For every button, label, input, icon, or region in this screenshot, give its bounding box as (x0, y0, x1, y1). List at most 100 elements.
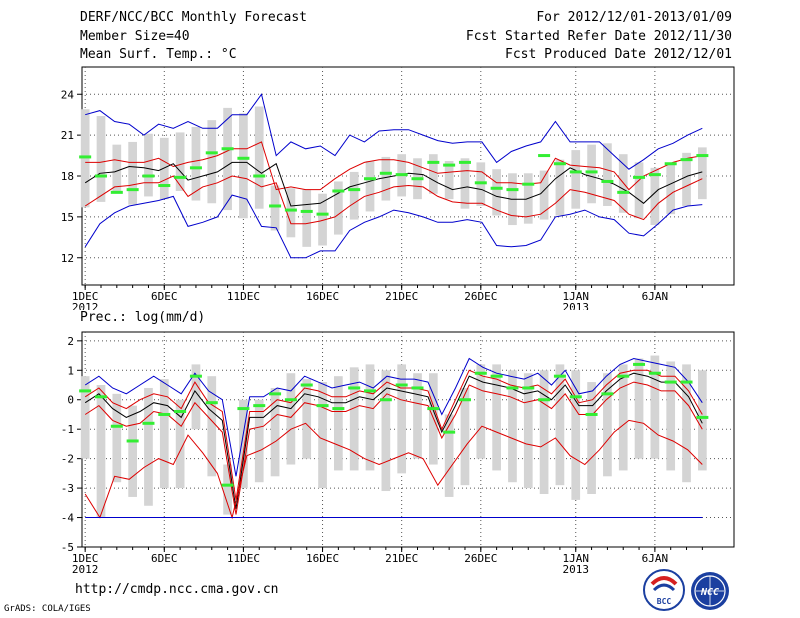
prec-box (571, 370, 581, 500)
temp-box (254, 106, 264, 209)
temp-observed (79, 155, 92, 159)
temp-observed (142, 174, 155, 178)
prec-observed (490, 374, 503, 378)
temp-box (191, 126, 201, 201)
prec-box (492, 364, 501, 471)
prec-xtick-label: 6DEC (151, 552, 178, 565)
temp-series-min (84, 194, 703, 259)
temp-box (286, 188, 296, 238)
temp-observed (269, 204, 282, 208)
temp-box (334, 181, 343, 235)
prec-series-upper (84, 369, 703, 500)
forecast-produced: Fcst Produced Date 2012/12/01 (505, 47, 732, 62)
temp-box (270, 185, 280, 231)
temp-box (492, 169, 501, 216)
temp-xtick-year: 2013 (562, 301, 589, 310)
temp-observed (664, 162, 677, 166)
temp-box (239, 113, 248, 219)
prec-xtick-label: 26DEC (464, 552, 497, 565)
prec-observed (411, 386, 424, 390)
prec-xtick-year: 2012 (72, 563, 99, 576)
prec-observed (474, 371, 487, 375)
temp-box (175, 132, 185, 191)
temp-observed (221, 147, 234, 151)
prec-box (318, 382, 327, 489)
temp-box (539, 170, 549, 220)
temp-box (666, 163, 676, 215)
temp-observed (474, 181, 487, 185)
prec-xtick-label: 11DEC (227, 552, 260, 565)
temp-xtick-label: 1DEC (72, 290, 99, 303)
prec-box (96, 385, 106, 518)
prec-box (508, 370, 517, 483)
temp-xtick-label: 21DEC (385, 290, 418, 303)
prec-xtick-label: 16DEC (306, 552, 339, 565)
temp-box (428, 154, 438, 194)
prec-observed (221, 483, 234, 487)
temp-series-lower (84, 175, 703, 225)
prec-observed (538, 398, 551, 402)
temp-ytick-label: 15 (61, 211, 74, 224)
temp-box (555, 159, 565, 216)
prec-observed (443, 430, 456, 434)
prec-observed (348, 386, 361, 390)
prec-observed (79, 389, 92, 393)
temp-observed (364, 177, 377, 181)
temp-box (634, 162, 644, 219)
temp-box (365, 161, 375, 212)
prec-box (682, 364, 691, 483)
temp-ytick-label: 12 (61, 252, 74, 265)
prec-xtick-label: 1JAN (562, 552, 589, 565)
source-url[interactable]: http://cmdp.ncc.cma.gov.cn (75, 582, 279, 597)
prec-series-max (84, 357, 703, 477)
prec-box (666, 361, 676, 471)
temp-observed (284, 208, 297, 212)
prec-box (159, 379, 169, 489)
prec-observed (284, 398, 297, 402)
grads-credit: GrADS: COLA/IGES (4, 604, 91, 614)
temp-series-upper (85, 141, 703, 191)
prec-box (334, 376, 343, 471)
prec-box (650, 355, 660, 459)
precip-label: Prec.: log(mm/d) (80, 310, 206, 325)
prec-box (587, 382, 596, 494)
bcc-logo: BCC (643, 569, 685, 611)
prec-observed (332, 407, 345, 411)
prec-box (349, 367, 359, 471)
temp-observed (332, 189, 345, 193)
prec-box (191, 364, 201, 430)
temp-observed (411, 177, 424, 181)
temp-xtick-label: 26DEC (464, 290, 497, 303)
temp-observed (110, 190, 123, 194)
temp-observed (617, 190, 630, 194)
prec-box (302, 379, 312, 459)
temp-box (349, 171, 359, 220)
prec-box (175, 399, 185, 489)
prec-box (444, 414, 454, 497)
prec-box (144, 387, 153, 506)
temp-observed (158, 184, 171, 188)
temp-observed (427, 160, 440, 164)
prec-box (397, 364, 407, 474)
bcc-logo-text: BCC (657, 597, 672, 606)
temp-series-max (85, 93, 703, 170)
temp-observed (490, 186, 503, 190)
prec-xtick-label: 21DEC (385, 552, 418, 565)
temp-observed (443, 163, 456, 167)
temp-observed (633, 175, 646, 179)
prec-box (112, 393, 122, 483)
prec-observed (237, 407, 250, 411)
prec-observed (253, 404, 266, 408)
prec-ytick-label: -4 (61, 512, 75, 525)
forecast-started: Fcst Started Refer Date 2012/11/30 (465, 29, 732, 44)
prec-observed (300, 383, 313, 387)
prec-box (128, 405, 137, 497)
temp-ytick-label: 21 (61, 129, 74, 142)
prec-observed (174, 410, 187, 414)
prec-observed (617, 374, 630, 378)
ncc-logo: NCC (691, 572, 729, 610)
temp-box (650, 167, 660, 226)
temp-observed (696, 154, 709, 158)
temp-xtick-label: 6DEC (151, 290, 178, 303)
